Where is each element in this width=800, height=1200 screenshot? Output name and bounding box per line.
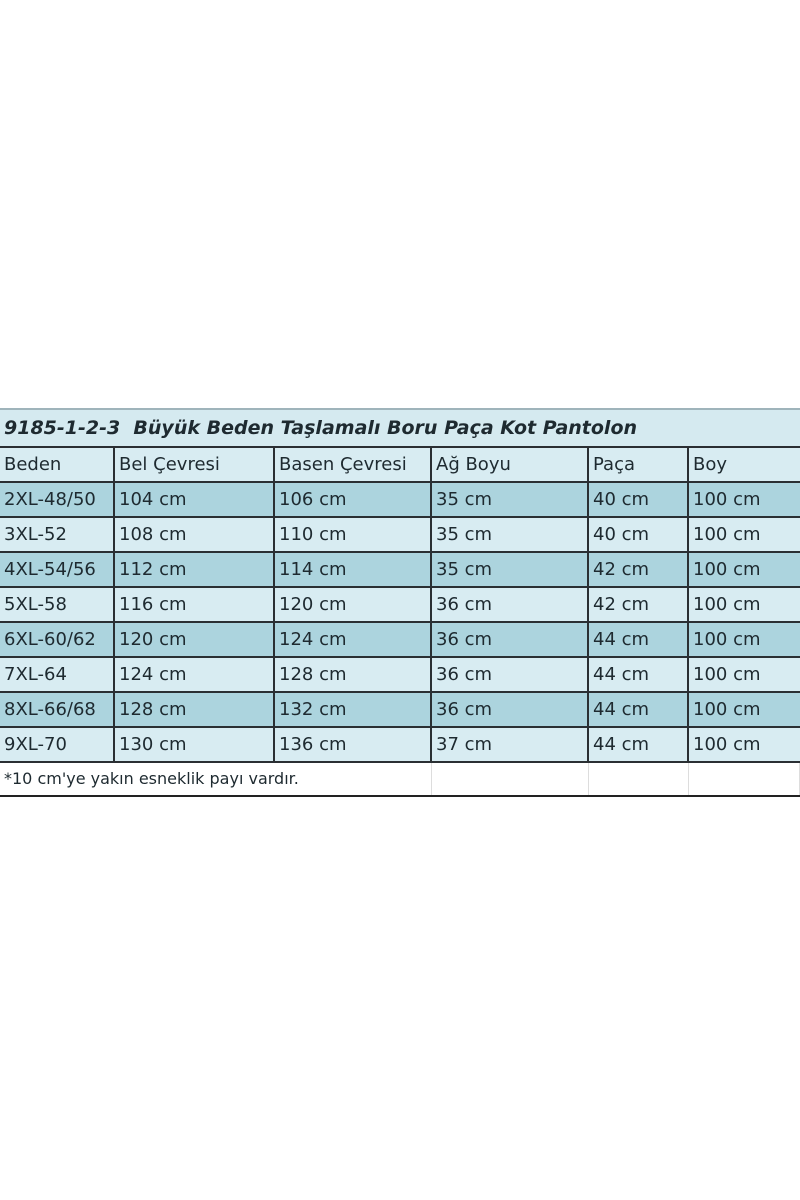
empty-cell (589, 763, 689, 795)
table-cell: 130 cm (115, 728, 275, 761)
table-cell: 36 cm (432, 623, 589, 656)
header-cell: Boy (693, 454, 728, 475)
table-cell: 124 cm (115, 658, 275, 691)
table-row: 4XL-54/56 112 cm 114 cm 35 cm 42 cm 100 cm (0, 553, 800, 588)
table-cell: 42 cm (589, 588, 689, 621)
table-cell: 128 cm (115, 693, 275, 726)
table-cell: 108 cm (115, 518, 275, 551)
table-cell: 35 cm (432, 553, 589, 586)
header-cell: Paça (589, 448, 689, 481)
table-cell: 100 cm (693, 664, 761, 685)
table-row: 9XL-70 130 cm 136 cm 37 cm 44 cm 100 cm (0, 728, 800, 763)
header-cell: Beden (0, 448, 115, 481)
footnote-row: *10 cm'ye yakın esneklik payı vardır. (0, 763, 800, 795)
header-cell: Bel Çevresi (115, 448, 275, 481)
table-cell: 2XL-48/50 (0, 483, 115, 516)
table-cell: 44 cm (589, 728, 689, 761)
table-cell: 6XL-60/62 (0, 623, 115, 656)
header-cell: Basen Çevresi (275, 448, 432, 481)
footnote: *10 cm'ye yakın esneklik payı vardır. (0, 763, 432, 795)
table-cell: 116 cm (115, 588, 275, 621)
table-cell: 42 cm (589, 553, 689, 586)
table-cell: 124 cm (275, 623, 432, 656)
table-cell: 110 cm (275, 518, 432, 551)
table-cell: 104 cm (115, 483, 275, 516)
table-cell: 40 cm (589, 518, 689, 551)
table-cell: 120 cm (275, 588, 432, 621)
table-cell: 36 cm (432, 588, 589, 621)
table-row: 8XL-66/68 128 cm 132 cm 36 cm 44 cm 100 cm (0, 693, 800, 728)
table-cell: 100 cm (693, 734, 761, 755)
table-cell: 5XL-58 (0, 588, 115, 621)
table-cell: 36 cm (432, 693, 589, 726)
empty-cell (689, 763, 800, 795)
table-cell: 100 cm (693, 489, 761, 510)
table-cell: 100 cm (693, 594, 761, 615)
table-cell: 35 cm (432, 483, 589, 516)
table-cell: 112 cm (115, 553, 275, 586)
table-cell: 100 cm (693, 559, 761, 580)
table-cell: 136 cm (275, 728, 432, 761)
table-cell: 100 cm (693, 699, 761, 720)
table-cell: 44 cm (589, 658, 689, 691)
table-cell: 7XL-64 (0, 658, 115, 691)
header-row: Beden Bel Çevresi Basen Çevresi Ağ Boyu … (0, 448, 800, 483)
table-cell: 3XL-52 (0, 518, 115, 551)
table-row: 2XL-48/50 104 cm 106 cm 35 cm 40 cm 100 cm (0, 483, 800, 518)
table-cell: 40 cm (589, 483, 689, 516)
table-cell: 132 cm (275, 693, 432, 726)
table-cell: 9XL-70 (0, 728, 115, 761)
table-row: 3XL-52 108 cm 110 cm 35 cm 40 cm 100 cm (0, 518, 800, 553)
table-title: 9185-1-2-3 Büyük Beden Taşlamalı Boru Pa… (0, 410, 800, 448)
table-cell: 120 cm (115, 623, 275, 656)
table-cell: 100 cm (693, 629, 761, 650)
table-cell: 114 cm (275, 553, 432, 586)
table-cell: 36 cm (432, 658, 589, 691)
size-chart-table: 9185-1-2-3 Büyük Beden Taşlamalı Boru Pa… (0, 408, 800, 797)
table-cell: 44 cm (589, 623, 689, 656)
table-cell: 106 cm (275, 483, 432, 516)
table-row: 7XL-64 124 cm 128 cm 36 cm 44 cm 100 cm (0, 658, 800, 693)
table-row: 5XL-58 116 cm 120 cm 36 cm 42 cm 100 cm (0, 588, 800, 623)
table-row: 6XL-60/62 120 cm 124 cm 36 cm 44 cm 100 cm (0, 623, 800, 658)
table-cell: 128 cm (275, 658, 432, 691)
table-cell: 100 cm (693, 524, 761, 545)
header-cell: Ağ Boyu (432, 448, 589, 481)
table-cell: 8XL-66/68 (0, 693, 115, 726)
table-cell: 44 cm (589, 693, 689, 726)
table-cell: 4XL-54/56 (0, 553, 115, 586)
table-cell: 37 cm (432, 728, 589, 761)
empty-cell (432, 763, 589, 795)
table-cell: 35 cm (432, 518, 589, 551)
